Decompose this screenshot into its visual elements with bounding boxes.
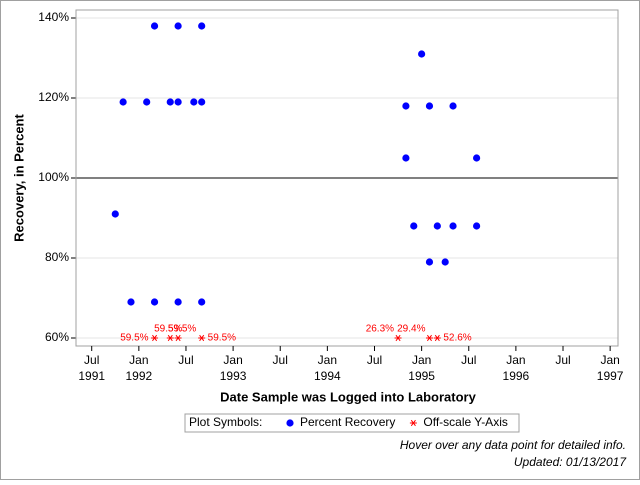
off-scale-marker (151, 334, 159, 342)
x-tick-sublabel: 1997 (597, 369, 624, 383)
data-point (425, 258, 434, 266)
data-point (166, 98, 174, 106)
data-point (449, 222, 457, 230)
data-point (402, 102, 410, 110)
data-label: 59.5% (120, 333, 148, 344)
off-scale-marker (425, 334, 433, 342)
x-tick-label: Jul (273, 353, 288, 367)
data-point (418, 50, 426, 58)
data-point (402, 154, 410, 162)
data-point (473, 154, 481, 162)
x-tick-sublabel: 1992 (125, 369, 152, 383)
data-point (449, 102, 457, 110)
x-axis-label: Date Sample was Logged into Laboratory (220, 389, 476, 404)
x-tick-label: Jul (178, 353, 193, 367)
x-tick-label: Jan (600, 353, 619, 367)
off-scale-marker (433, 334, 441, 342)
data-point (150, 298, 159, 306)
x-tick-label: Jul (555, 353, 570, 367)
data-point (111, 210, 119, 218)
off-scale-marker (174, 334, 182, 342)
x-tick-sublabel: 1991 (78, 369, 105, 383)
x-tick-label: Jan (223, 353, 242, 367)
data-label: 26.3% (366, 324, 394, 335)
data-label: 59.5% (154, 324, 182, 335)
off-scale-marker (166, 334, 174, 342)
data-label: 59.5% (168, 324, 196, 335)
x-tick-label: Jul (367, 353, 382, 367)
data-point (174, 98, 182, 106)
y-axis-label: Recovery, in Percent (11, 114, 26, 242)
footnote: Updated: 01/13/2017 (514, 455, 627, 469)
data-point (190, 98, 198, 106)
x-tick-sublabel: 1996 (503, 369, 530, 383)
x-tick-sublabel: 1994 (314, 369, 341, 383)
data-point (198, 298, 206, 306)
legend-marker (409, 419, 417, 427)
x-tick-label: Jul (84, 353, 99, 367)
data-point (127, 298, 135, 306)
x-tick-label: Jan (412, 353, 431, 367)
data-label: 59.5% (208, 333, 236, 344)
y-tick-label: 100% (38, 170, 69, 184)
data-point (119, 98, 127, 106)
data-point (473, 222, 481, 230)
y-tick-label: 80% (45, 250, 69, 264)
legend-marker (286, 419, 294, 427)
y-tick-label: 120% (38, 90, 69, 104)
x-tick-sublabel: 1993 (220, 369, 247, 383)
data-point (425, 102, 434, 110)
data-point (410, 222, 418, 230)
x-tick-label: Jul (461, 353, 476, 367)
x-tick-label: Jan (129, 353, 148, 367)
data-label: 29.4% (397, 324, 425, 335)
legend-label: Percent Recovery (300, 415, 395, 429)
data-point (150, 22, 159, 30)
y-tick-label: 60% (45, 330, 69, 344)
data-point (441, 258, 449, 266)
data-point (174, 22, 182, 30)
data-point (198, 98, 206, 106)
y-tick-label: 140% (38, 10, 69, 24)
x-tick-sublabel: 1995 (408, 369, 435, 383)
legend-label: Off-scale Y-Axis (423, 415, 507, 429)
data-point (198, 22, 206, 30)
legend-title: Plot Symbols: (189, 415, 262, 429)
x-tick-label: Jan (318, 353, 337, 367)
data-label: 52.6% (443, 333, 471, 344)
off-scale-marker (198, 334, 206, 342)
footnote: Hover over any data point for detailed i… (400, 438, 626, 452)
data-point (433, 222, 441, 230)
data-point (143, 98, 151, 106)
data-point (174, 298, 182, 306)
legend-box (184, 413, 520, 433)
plot-frame (75, 9, 619, 347)
off-scale-marker (394, 334, 402, 342)
x-tick-label: Jan (506, 353, 525, 367)
